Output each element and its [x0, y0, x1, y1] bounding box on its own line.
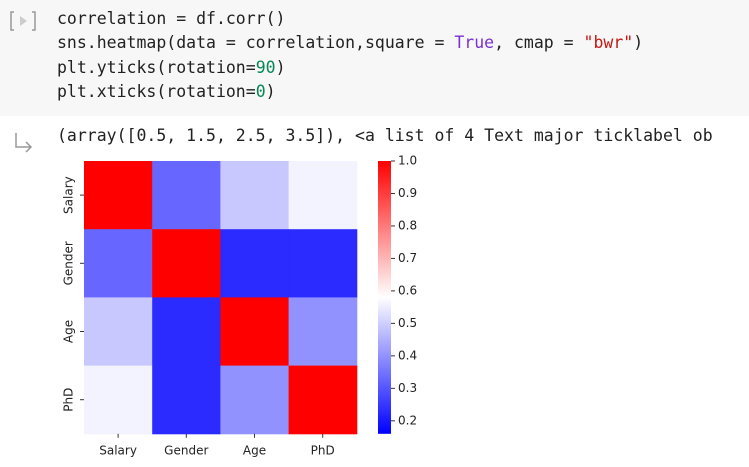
heatmap-cell — [84, 365, 153, 435]
colorbar-tick-label: 0.8 — [398, 218, 417, 232]
code-token: , cmap = — [494, 33, 584, 53]
output-text: (array([0.5, 1.5, 2.5, 3.5]), <a list of… — [57, 126, 713, 145]
colorbar-tick-label: 0.5 — [398, 316, 417, 330]
heatmap-cell — [220, 161, 290, 230]
code-line: correlation = df.corr() — [57, 7, 643, 31]
code-token: plt.xticks(rotation= — [57, 81, 256, 101]
x-tick-label: PhD — [311, 443, 335, 457]
heatmap-cell — [84, 161, 153, 230]
colorbar-tick-label: 0.6 — [398, 283, 417, 297]
heatmap-cell — [288, 365, 358, 435]
heatmap-cell — [220, 297, 290, 367]
colorbar — [378, 161, 391, 434]
code-token: sns.heatmap(data = correlation,square = — [57, 33, 455, 53]
run-button[interactable] — [8, 6, 38, 36]
heatmap-cell — [84, 229, 153, 298]
code-line: plt.xticks(rotation=0) — [57, 80, 643, 104]
code-cell: correlation = df.corr() sns.heatmap(data … — [0, 0, 749, 116]
code-token: "bwr" — [583, 33, 634, 53]
heatmap-cell — [288, 161, 358, 230]
colorbar-tick-label: 0.9 — [398, 186, 417, 200]
colorbar-tick-label: 0.4 — [398, 348, 417, 362]
heatmap-chart: Salary Salary Gender Gender Age Age PhD PhD 1.0 0… — [62, 154, 418, 458]
y-tick-label: Gender — [62, 241, 76, 285]
colorbar-tick-label: 1.0 — [398, 154, 417, 168]
code-token: ) — [633, 33, 644, 53]
code-token: 0 — [255, 81, 266, 101]
x-tick-label: Age — [243, 443, 266, 457]
code-line: plt.yticks(rotation=90) — [57, 56, 643, 80]
colorbar-tick-label: 0.7 — [398, 251, 417, 265]
code-token: plt.yticks(rotation= — [57, 57, 256, 77]
code-token: True — [454, 33, 495, 53]
heatmap-cell — [152, 229, 221, 298]
heatmap-cell — [152, 161, 221, 230]
heatmap-cell — [152, 365, 221, 435]
colorbar-tick-label: 0.3 — [398, 381, 417, 395]
heatmap-cell — [220, 365, 290, 435]
heatmap-cell — [152, 297, 221, 367]
output-icon — [15, 133, 33, 153]
heatmap-cell — [288, 297, 358, 367]
y-tick-label: Salary — [62, 176, 76, 214]
code-token: ) — [275, 57, 286, 77]
x-tick-label: Gender — [164, 443, 208, 457]
y-tick-label: Age — [62, 320, 76, 343]
code-line: sns.heatmap(data = correlation,square = … — [57, 31, 643, 55]
code-token: 90 — [255, 57, 276, 77]
heatmap-cell — [84, 297, 153, 367]
code-token: ) — [265, 81, 276, 101]
heatmap-cell — [220, 229, 290, 298]
y-tick-label: PhD — [62, 388, 76, 412]
code: correlation = df.corr() sns.heatmap(data … — [57, 7, 643, 104]
code-token: correlation = df.corr() — [57, 9, 286, 28]
colorbar-tick-label: 0.2 — [398, 413, 417, 427]
x-tick-label: Salary — [99, 443, 137, 457]
heatmap-cell — [288, 229, 358, 298]
